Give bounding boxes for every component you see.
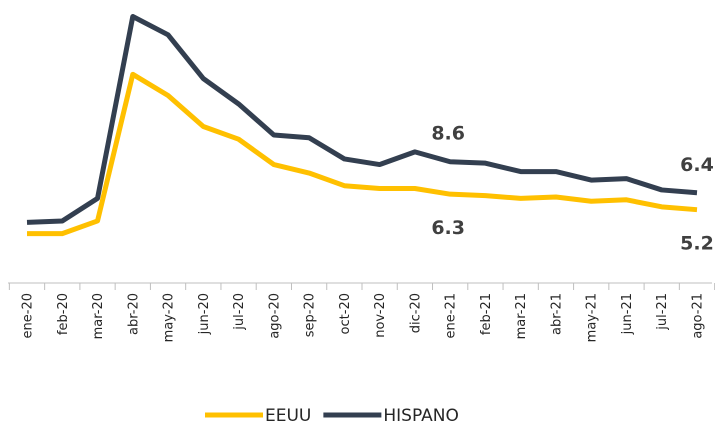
x-tick-label: feb-20 xyxy=(56,293,71,335)
x-tick-label: abr-21 xyxy=(549,293,564,335)
legend-label: EEUU xyxy=(265,406,311,426)
x-tick-label: ago-21 xyxy=(691,293,706,339)
x-tick-label: sep-20 xyxy=(303,293,318,337)
x-tick-label: mar-21 xyxy=(514,293,529,339)
data-label: 5.2 xyxy=(680,233,714,255)
data-label: 6.3 xyxy=(431,217,465,239)
x-tick-label: mar-20 xyxy=(91,293,106,339)
x-tick-label: abr-20 xyxy=(126,293,141,335)
x-tick-label: feb-21 xyxy=(479,293,494,335)
x-tick-label: nov-20 xyxy=(373,293,388,338)
x-tick-label: oct-20 xyxy=(338,293,353,334)
x-tick-label: ago-20 xyxy=(267,293,282,339)
x-tick-label: jul-21 xyxy=(655,293,670,331)
x-tick-label: dic-20 xyxy=(408,293,423,333)
legend-label: HISPANO xyxy=(383,406,458,426)
x-tick-label: ene-21 xyxy=(444,293,459,338)
data-label: 6.4 xyxy=(680,154,714,176)
x-tick-label: ene-20 xyxy=(21,293,36,338)
x-tick-label: jun-21 xyxy=(620,293,635,335)
series-line xyxy=(27,71,698,237)
x-tick-label: jul-20 xyxy=(232,293,247,331)
x-tick-label: jun-20 xyxy=(197,293,212,335)
x-tick-label: may-21 xyxy=(585,293,600,342)
x-tick-label: may-20 xyxy=(162,293,177,342)
series-line xyxy=(26,14,698,225)
data-label: 8.6 xyxy=(431,123,465,145)
